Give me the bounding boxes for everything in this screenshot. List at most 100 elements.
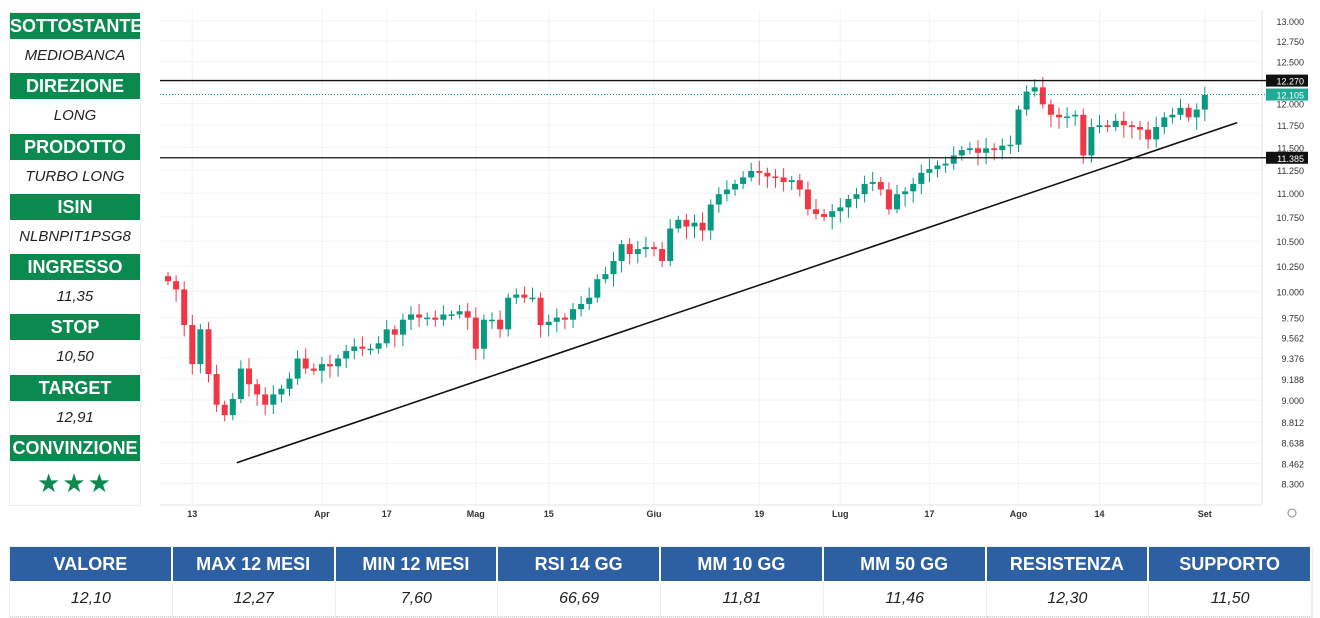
stats-table: VALORE MAX 12 MESI MIN 12 MESI RSI 14 GG MM … [9,546,1313,618]
candle-body [181,289,188,326]
candle-body [837,207,844,212]
candle-body [302,358,309,369]
candle-body [659,249,666,262]
candle-body [359,346,366,349]
settings-icon [1287,508,1297,518]
trade-info-panel: SOTTOSTANTE MEDIOBANCA DIREZIONE LONG PRODOT… [9,12,142,507]
candle-body [294,358,301,379]
y-tick-label: 12.750 [1276,37,1304,47]
y-tick-label: 11.250 [1277,166,1304,176]
candle-body [1169,114,1176,118]
candle-body [975,148,981,153]
candle-body [545,321,552,326]
stat-value: 12,10 [10,581,173,617]
y-tick-label: 10.500 [1276,237,1304,247]
candle-body [1193,109,1200,118]
candle-body [610,261,617,275]
candle-body [513,294,520,298]
y-tick-label: 9.750 [1281,314,1304,324]
candle-body [1023,91,1030,110]
stat-header: MM 50 GG [823,547,987,581]
y-tick-label: 11.500 [1277,143,1304,153]
y-tick-label: 8.462 [1281,460,1304,470]
candle-body [262,394,269,405]
candle-body [764,172,771,177]
candle-body [861,183,868,195]
candle-body [1072,114,1079,117]
candle-body [246,368,252,385]
candle-body [821,214,828,217]
candle-body [254,384,261,395]
candle-body [796,180,803,190]
x-tick-label: Giu [647,509,662,519]
candle-body [602,274,609,280]
candle-body [521,294,528,298]
candle-body [529,297,536,300]
x-tick-label: Set [1198,509,1212,519]
candle-body [1080,114,1087,156]
candle-body [472,317,479,349]
candle-body [683,219,690,227]
candle-body [902,191,909,195]
candle-body [642,247,649,250]
panel-label: STOP [10,314,140,341]
stat-header: SUPPORTO [1149,547,1312,581]
level-tag [1266,151,1308,164]
x-tick-label: 15 [544,509,554,519]
candle-body [189,325,196,365]
stat-header: MM 10 GG [661,547,824,581]
candle-body [456,311,463,315]
last-price-label: 12.105 [1276,91,1304,101]
candle-body [634,249,641,255]
candle-body [966,148,973,151]
candle-body [845,198,852,208]
candle-body [375,343,382,349]
candle-body [424,317,431,320]
candle-body [1128,125,1135,127]
candle-body [740,177,747,184]
candle-body [804,189,811,210]
trendline [236,121,1238,464]
candle-body [1145,129,1152,140]
candle-body [399,319,406,335]
x-tick-label: 13 [187,509,197,519]
panel-value: 12,91 [56,408,94,426]
candle-body [950,155,957,164]
candle-body [343,350,350,359]
candle-body [594,279,601,298]
candle-body [1153,126,1160,140]
candle-body [877,182,884,190]
candle-body [1039,87,1046,105]
candle-body [1201,94,1208,110]
candle-body [1112,120,1119,127]
candle-body [626,244,633,255]
stat-value: 66,69 [498,581,661,617]
candle-body [286,378,293,389]
x-tick-label: Ago [1010,509,1028,519]
candle-body [416,314,423,318]
panel-label: DIREZIONE [10,73,140,100]
level-tag [1266,74,1308,87]
candle-body [1047,104,1054,115]
candle-body [926,169,933,173]
candle-body [934,165,941,170]
candle-body [351,346,358,351]
candle-body [1185,107,1192,118]
candle-body [1056,114,1062,118]
candle-body [894,194,900,210]
candle-body [723,189,730,195]
stat-header: RSI 14 GG [498,547,661,581]
candle-body [1088,126,1095,156]
x-tick-label: 17 [382,509,392,519]
candle-body [1007,144,1014,147]
candle-body [278,388,285,395]
candle-body [213,374,220,405]
y-tick-label: 12.500 [1276,57,1304,67]
panel-value: LONG [53,107,97,125]
candle-body [651,247,657,250]
candle-body [699,222,706,231]
panel-value: MEDIOBANCA [24,47,126,64]
candle-body [408,314,414,320]
x-tick-label: 17 [924,509,934,519]
level-label: 12.270 [1276,77,1304,87]
